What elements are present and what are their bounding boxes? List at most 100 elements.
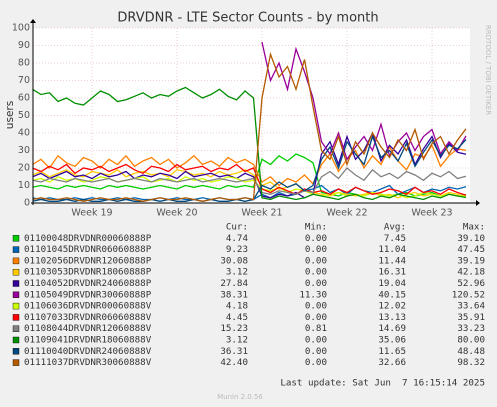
legend-stat: 0.00 xyxy=(305,301,327,312)
axis-arrow xyxy=(30,19,36,23)
legend-stat: 0.00 xyxy=(305,335,327,346)
legend-stat: 35.91 xyxy=(457,312,485,323)
legend-label: 01105049DRVDNR30060888P xyxy=(24,289,152,300)
legend-stat: 39.10 xyxy=(457,233,485,244)
legend-stat: 42.40 xyxy=(220,357,248,368)
legend-label: 01103053DRVDNR18060888P xyxy=(24,267,152,278)
y-tick-label: 30 xyxy=(18,145,30,156)
legend-swatch xyxy=(12,246,20,253)
legend-stat: 14.69 xyxy=(378,323,406,334)
legend-stat: 0.81 xyxy=(305,323,327,334)
x-tick-label: Week 23 xyxy=(411,208,452,219)
legend-stat: 0.00 xyxy=(305,346,327,357)
legend-swatch xyxy=(12,359,20,366)
legend-swatch xyxy=(12,302,20,310)
legend-stat: 0.00 xyxy=(305,233,327,244)
legend-stat: 0.00 xyxy=(305,278,327,289)
legend-stat: 11.44 xyxy=(378,255,406,266)
y-tick-label: 40 xyxy=(18,128,30,139)
legend-stat: 0.00 xyxy=(305,312,327,323)
legend-stat: 3.12 xyxy=(226,335,248,346)
legend-stat: 0.00 xyxy=(305,267,327,278)
y-tick-label: 50 xyxy=(18,110,30,121)
last-update: Last update: Sat Jun 7 16:15:14 2025 xyxy=(280,378,485,389)
series-line xyxy=(261,41,467,161)
legend-stat: 4.18 xyxy=(226,301,248,312)
watermark: RRDTOOL / TOBI OETIKER xyxy=(484,25,492,115)
legend-header: Min: xyxy=(305,222,327,233)
legend-stat: 36.31 xyxy=(220,346,248,357)
legend-stat: 12.02 xyxy=(378,301,406,312)
series-line xyxy=(32,134,467,202)
legend-label: 01104052DRVDNR24060888P xyxy=(24,278,152,289)
axis-arrow xyxy=(476,200,480,206)
legend-stat: 27.84 xyxy=(220,278,248,289)
legend-stat: 35.06 xyxy=(378,335,406,346)
legend-header: Max: xyxy=(463,222,485,233)
legend-stat: 0.00 xyxy=(305,244,327,255)
plot-area xyxy=(33,28,470,203)
legend-stat: 47.45 xyxy=(457,244,485,255)
legend-swatch xyxy=(12,280,20,287)
x-tick-label: Week 22 xyxy=(326,208,367,219)
footer: Munin 2.0.56 xyxy=(217,393,263,401)
legend-label: 01102056DRVDNR12060888P xyxy=(24,255,152,266)
legend-stat: 80.00 xyxy=(457,335,485,346)
legend-stat: 15.23 xyxy=(220,323,248,334)
legend-stat: 0.00 xyxy=(305,255,327,266)
legend-label: 01111037DRVDNR30060888V xyxy=(24,357,152,368)
legend-stat: 3.12 xyxy=(226,267,248,278)
legend-stat: 40.15 xyxy=(378,289,406,300)
series-line xyxy=(32,86,467,201)
legend-stat: 98.32 xyxy=(457,357,485,368)
legend-stat: 19.04 xyxy=(378,278,406,289)
y-tick-label: 80 xyxy=(18,58,30,69)
legend-swatch xyxy=(12,325,20,332)
legend-label: 01101045DRVDNR06060888P xyxy=(24,244,152,255)
y-tick-label: 10 xyxy=(18,180,30,191)
legend-label: 01110040DRVDNR24060888V xyxy=(24,346,152,357)
legend-stat: 0.00 xyxy=(305,357,327,368)
x-tick-label: Week 19 xyxy=(71,208,112,219)
y-tick-label: 100 xyxy=(12,23,30,34)
legend-stat: 48.48 xyxy=(457,346,485,357)
legend-stat: 38.31 xyxy=(220,289,248,300)
legend-stat: 9.23 xyxy=(226,244,248,255)
legend-stat: 11.04 xyxy=(378,244,406,255)
legend-stat: 11.30 xyxy=(299,289,327,300)
legend-label: 01109041DRVDNR18060888V xyxy=(24,335,152,346)
series-line xyxy=(32,51,467,202)
legend-swatch xyxy=(12,314,20,321)
y-tick-label: 70 xyxy=(18,75,30,86)
y-tick-label: 20 xyxy=(18,163,30,174)
y-tick-label: 90 xyxy=(18,40,30,51)
legend-swatch xyxy=(12,348,20,355)
legend-stat: 52.96 xyxy=(457,278,485,289)
legend-stat: 16.31 xyxy=(378,267,406,278)
legend-stat: 4.45 xyxy=(226,312,248,323)
series-line xyxy=(32,167,467,195)
series-line xyxy=(32,163,467,196)
legend-swatch xyxy=(12,269,20,276)
legend-stat: 11.65 xyxy=(378,346,406,357)
legend-stat: 39.19 xyxy=(457,255,485,266)
legend-stat: 33.23 xyxy=(457,323,485,334)
chart-title: DRVDNR - LTE Sector Counts - by month xyxy=(117,11,378,26)
legend-stat: 30.08 xyxy=(220,255,248,266)
legend-swatch xyxy=(12,235,20,242)
legend-swatch xyxy=(12,257,20,265)
legend-label: 01107033DRVDNR06060888V xyxy=(24,312,152,323)
legend-stat: 32.66 xyxy=(378,357,406,368)
legend-swatch xyxy=(12,291,20,298)
legend-stat: 4.74 xyxy=(226,233,249,244)
legend-label: 01100048DRVDNR00060888P xyxy=(24,233,152,244)
legend-swatch xyxy=(12,336,20,344)
legend-header: Avg: xyxy=(384,222,406,233)
x-tick-label: Week 21 xyxy=(241,208,282,219)
y-tick-label: 0 xyxy=(24,198,30,209)
legend-label: 01106036DRVDNR00060888V xyxy=(24,301,152,312)
legend-stat: 120.52 xyxy=(452,289,485,300)
legend-stat: 7.45 xyxy=(384,233,406,244)
